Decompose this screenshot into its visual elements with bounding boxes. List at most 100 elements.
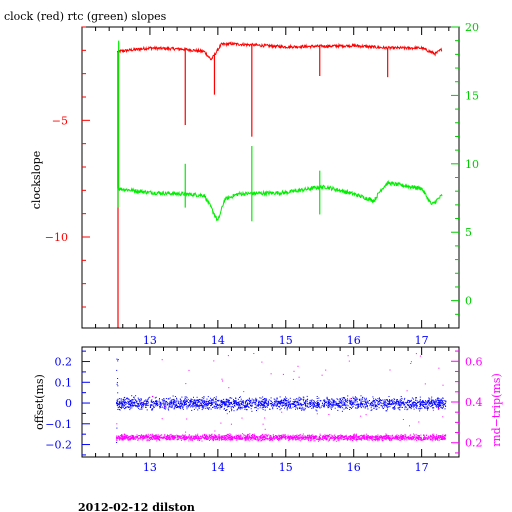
offset-point bbox=[121, 403, 123, 405]
rnd-trip-point bbox=[423, 438, 425, 440]
offset-point bbox=[261, 405, 263, 406]
rnd-trip-point bbox=[421, 439, 423, 441]
bottom-x-tick-label: 17 bbox=[415, 461, 429, 474]
offset-point bbox=[253, 400, 255, 402]
rnd-trip-point bbox=[292, 437, 294, 438]
rnd-trip-point bbox=[195, 434, 197, 436]
offset-point bbox=[209, 403, 211, 405]
rnd-trip-point bbox=[420, 439, 421, 441]
offset-point bbox=[118, 400, 120, 402]
rnd-trip-point bbox=[278, 438, 280, 440]
offset-point bbox=[332, 400, 334, 402]
offset-point bbox=[371, 402, 373, 404]
rnd-trip-point bbox=[172, 436, 174, 437]
rnd-trip-outlier bbox=[402, 419, 404, 420]
rnd-trip-point bbox=[396, 436, 398, 437]
rnd-trip-point bbox=[438, 438, 440, 440]
rnd-trip-point bbox=[371, 439, 373, 440]
offset-point bbox=[400, 405, 402, 407]
rnd-trip-point bbox=[275, 436, 277, 438]
offset-point bbox=[273, 403, 275, 405]
bottom-y2-axis-label: rnd−trip(ms) bbox=[490, 373, 503, 447]
offset-point bbox=[324, 403, 326, 405]
rnd-trip-outlier bbox=[185, 431, 187, 433]
offset-point bbox=[321, 403, 323, 405]
rnd-trip-point bbox=[407, 436, 409, 438]
rnd-trip-point bbox=[207, 438, 209, 440]
offset-point bbox=[184, 402, 186, 404]
rnd-trip-point bbox=[322, 436, 324, 438]
rnd-trip-point bbox=[258, 436, 260, 438]
top-right-y-tick-label: 0 bbox=[465, 295, 472, 308]
rnd-trip-point bbox=[369, 437, 370, 439]
rnd-trip-point bbox=[294, 437, 296, 439]
offset-point bbox=[210, 397, 212, 399]
rnd-trip-point bbox=[427, 437, 429, 439]
rnd-trip-point bbox=[253, 436, 255, 437]
offset-point bbox=[304, 402, 306, 404]
offset-point bbox=[117, 403, 119, 405]
offset-point bbox=[141, 405, 143, 407]
offset-point bbox=[327, 406, 329, 407]
offset-point bbox=[216, 405, 218, 407]
offset-outlier bbox=[116, 442, 118, 443]
offset-point bbox=[167, 408, 169, 410]
rnd-trip-point bbox=[201, 437, 203, 439]
offset-point bbox=[305, 401, 306, 403]
rnd-trip-point bbox=[440, 436, 442, 438]
offset-point bbox=[251, 403, 253, 405]
offset-point bbox=[147, 402, 149, 404]
offset-point bbox=[290, 403, 292, 405]
offset-point bbox=[405, 403, 407, 405]
rnd-trip-point bbox=[406, 437, 408, 439]
bottom-left-y-tick-label: 0.2 bbox=[55, 356, 73, 369]
offset-point bbox=[117, 398, 119, 400]
offset-point bbox=[176, 397, 177, 399]
rnd-trip-point bbox=[130, 437, 132, 439]
rnd-trip-point bbox=[443, 437, 445, 439]
rnd-trip-point bbox=[346, 438, 348, 440]
offset-point bbox=[223, 398, 225, 400]
offset-point bbox=[256, 400, 258, 402]
rnd-trip-point bbox=[218, 434, 220, 435]
rnd-trip-point bbox=[188, 438, 190, 440]
offset-point bbox=[414, 402, 416, 404]
rnd-trip-point bbox=[366, 435, 368, 437]
rnd-trip-point bbox=[410, 438, 412, 440]
rnd-trip-point bbox=[309, 437, 311, 439]
offset-point bbox=[387, 403, 389, 405]
rnd-trip-point bbox=[346, 439, 348, 441]
offset-point bbox=[365, 405, 367, 407]
offset-point bbox=[321, 405, 323, 407]
rnd-trip-point bbox=[207, 435, 208, 437]
rnd-trip-point bbox=[169, 434, 171, 436]
rnd-trip-point bbox=[352, 440, 354, 442]
offset-point bbox=[388, 400, 390, 402]
rnd-trip-point bbox=[365, 438, 367, 440]
offset-point bbox=[428, 397, 430, 399]
offset-point bbox=[407, 408, 409, 410]
rnd-trip-point bbox=[241, 437, 243, 439]
rnd-trip-point bbox=[371, 437, 373, 438]
rnd-trip-point bbox=[202, 436, 204, 438]
offset-point bbox=[403, 402, 405, 404]
offset-point bbox=[261, 400, 263, 402]
rnd-trip-point bbox=[234, 436, 236, 438]
offset-point bbox=[286, 409, 288, 411]
rnd-trip-point bbox=[179, 436, 181, 437]
offset-point bbox=[234, 403, 236, 405]
offset-point bbox=[241, 404, 243, 406]
rnd-trip-point bbox=[405, 437, 407, 439]
offset-point bbox=[345, 405, 347, 406]
rnd-trip-point bbox=[419, 437, 421, 439]
rnd-trip-point bbox=[205, 436, 206, 438]
offset-point bbox=[221, 400, 222, 402]
rnd-trip-point bbox=[242, 436, 244, 438]
offset-point bbox=[423, 400, 425, 402]
offset-point bbox=[297, 408, 298, 410]
offset-point bbox=[349, 409, 351, 410]
rnd-trip-point bbox=[159, 437, 161, 439]
rnd-trip-point bbox=[147, 436, 149, 438]
offset-point bbox=[153, 406, 155, 408]
rnd-trip-point bbox=[264, 434, 266, 436]
